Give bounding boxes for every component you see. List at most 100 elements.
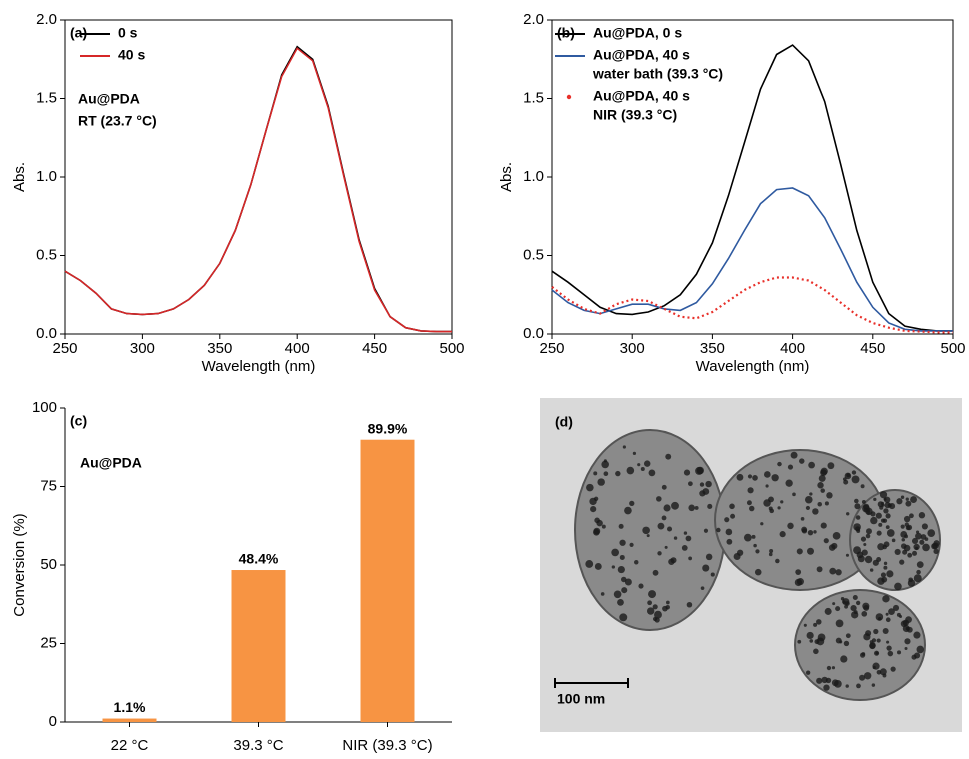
nanoparticle	[933, 540, 939, 546]
nanoparticle	[877, 638, 881, 642]
nanoparticle	[876, 557, 881, 562]
value-label: 1.1%	[114, 699, 146, 715]
nanoparticle	[595, 563, 602, 570]
series-line	[65, 47, 452, 332]
nanoparticle	[671, 502, 679, 510]
nanoparticle	[765, 484, 768, 487]
nanoparticle	[919, 540, 924, 545]
nanoparticle	[688, 505, 695, 512]
y-tick-label: 2.0	[36, 11, 57, 28]
nanoparticle	[768, 496, 774, 502]
nanoparticle	[747, 487, 753, 493]
nanoparticle	[881, 572, 886, 577]
nanoparticle	[886, 570, 893, 577]
nanoparticle	[823, 684, 829, 690]
nanoparticle	[882, 674, 886, 678]
nanoparticle	[866, 511, 870, 515]
nanoparticle	[816, 678, 822, 684]
nanoparticle	[812, 508, 818, 514]
nanoparticle	[827, 666, 831, 670]
nanoparticle	[870, 568, 873, 571]
scale-bar-label: 100 nm	[557, 691, 605, 707]
panel-label: (b)	[557, 25, 575, 41]
nanoparticle	[821, 523, 827, 529]
nanoparticle	[705, 481, 711, 487]
nanoparticle	[900, 531, 907, 538]
nanoparticle	[806, 506, 810, 510]
nanoparticle	[619, 613, 627, 621]
nanoparticle	[854, 499, 859, 504]
nanoparticle	[853, 595, 858, 600]
nanoparticle	[711, 573, 715, 577]
nanoparticle	[656, 496, 662, 502]
nanoparticle	[817, 482, 823, 488]
legend-label: Au@PDA, 40 s	[593, 47, 690, 63]
nanoparticle	[688, 481, 693, 486]
nanoparticle	[902, 538, 906, 542]
nanoparticle	[836, 638, 842, 644]
nanoparticle	[913, 632, 920, 639]
nanoparticle	[594, 518, 600, 524]
y-tick-label: 0.5	[523, 246, 544, 263]
nanoparticle	[769, 553, 773, 557]
nanoparticle	[771, 474, 778, 481]
nanoparticle	[887, 529, 895, 537]
nanoparticle	[601, 461, 609, 469]
nanoparticle	[734, 553, 741, 560]
nanoparticle	[840, 655, 847, 662]
nanoparticle	[832, 602, 835, 605]
nanoparticle	[665, 454, 671, 460]
nanoparticle	[922, 523, 928, 529]
x-tick-label: NIR (39.3 °C)	[342, 737, 432, 754]
nanoparticle	[602, 525, 606, 529]
nanoparticle	[813, 530, 816, 533]
nanoparticle	[872, 683, 875, 686]
nanoparticle	[695, 467, 703, 475]
y-tick-label: 2.0	[523, 11, 544, 28]
nanoparticle	[904, 545, 911, 552]
nanoparticle	[894, 583, 902, 591]
x-tick-label: 500	[940, 340, 965, 357]
nanoparticle	[917, 561, 924, 568]
nanoparticle	[860, 652, 865, 657]
nanoparticle	[586, 484, 594, 492]
nanoparticle	[688, 557, 692, 561]
nanoparticle	[792, 493, 796, 497]
nanoparticle	[876, 513, 882, 519]
nanoparticle	[777, 462, 781, 466]
nanoparticle	[807, 548, 814, 555]
nanoparticle	[799, 458, 804, 463]
nanoparticle	[856, 515, 860, 519]
nanoparticle	[888, 651, 894, 657]
legend-note: water bath (39.3 °C)	[592, 66, 723, 82]
nanoparticle	[905, 501, 911, 507]
nanoparticle	[853, 523, 861, 531]
nanoparticle	[870, 511, 875, 516]
legend-marker	[567, 95, 571, 99]
nanoparticle	[788, 465, 793, 470]
bar	[103, 719, 157, 722]
nanoparticle	[647, 600, 652, 605]
nanoparticle	[878, 523, 882, 527]
nanoparticle	[684, 531, 687, 534]
nanoparticle	[658, 523, 665, 530]
nanoparticle	[914, 574, 922, 582]
nanoparticle	[852, 475, 860, 483]
x-axis-label: Wavelength (nm)	[696, 358, 810, 375]
nanoparticle	[618, 566, 625, 573]
nanoparticle	[885, 502, 891, 508]
nanoparticle	[895, 549, 901, 555]
nanoparticle	[684, 469, 690, 475]
y-tick-label: 1.0	[36, 168, 57, 185]
nanoparticle	[813, 623, 817, 627]
nanoparticle	[695, 506, 699, 510]
nanoparticle	[916, 570, 921, 575]
series-line	[552, 188, 953, 331]
nanoparticle	[818, 634, 826, 642]
nanoparticle	[917, 646, 925, 654]
nanoparticle	[716, 528, 720, 532]
nanoparticle	[747, 500, 752, 505]
nanoparticle	[901, 496, 904, 499]
y-tick-label: 0	[49, 713, 57, 730]
nanoparticle	[648, 590, 656, 598]
